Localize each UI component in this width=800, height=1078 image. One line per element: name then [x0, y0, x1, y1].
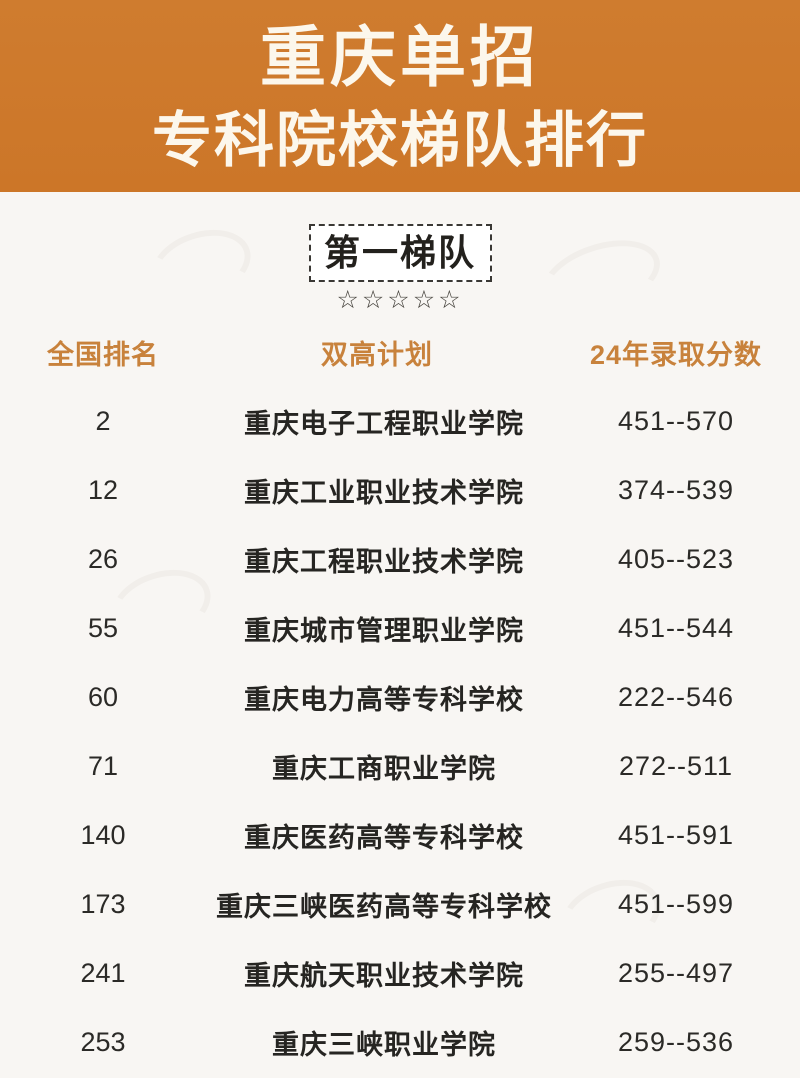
score-cell: 451--544 — [617, 613, 735, 643]
table-row: 60 重庆电力高等专科学校 222--546 — [0, 663, 800, 732]
table-row: 173 重庆三峡医药高等专科学校 451--599 — [0, 870, 800, 939]
table-row: 2 重庆电子工程职业学院 451--570 — [0, 387, 800, 456]
school-cell: 重庆三峡医药高等专科学校 — [216, 892, 552, 922]
school-cell: 重庆工业职业技术学院 — [244, 478, 524, 508]
tier-label-box: 第一梯队 — [308, 224, 492, 282]
score-cell: 272--511 — [618, 751, 734, 781]
school-cell: 重庆三峡职业学院 — [272, 1030, 496, 1060]
column-header-school: 双高计划 — [321, 340, 433, 370]
rank-cell: 12 — [87, 475, 119, 505]
column-header-rank: 全国排名 — [47, 340, 159, 370]
score-cell: 451--591 — [617, 820, 735, 850]
page-title: 重庆单招 — [260, 20, 540, 94]
rank-cell: 241 — [80, 958, 126, 988]
rank-cell: 71 — [87, 751, 119, 781]
school-cell: 重庆电子工程职业学院 — [244, 409, 524, 439]
school-cell: 重庆航天职业技术学院 — [244, 961, 524, 991]
score-cell: 374--539 — [617, 475, 735, 505]
school-cell: 重庆城市管理职业学院 — [244, 616, 524, 646]
table-row: 55 重庆城市管理职业学院 451--544 — [0, 594, 800, 663]
score-cell: 222--546 — [617, 682, 735, 712]
column-header-score: 24年录取分数 — [589, 340, 763, 370]
tier-section: 第一梯队 ☆☆☆☆☆ — [0, 224, 800, 315]
score-cell: 259--536 — [617, 1027, 735, 1057]
page-subtitle: 专科院校梯队排行 — [152, 107, 648, 174]
score-cell: 255--497 — [617, 958, 735, 988]
table-row: 71 重庆工商职业学院 272--511 — [0, 732, 800, 801]
school-cell: 重庆医药高等专科学校 — [244, 823, 524, 853]
table-row: 12 重庆工业职业技术学院 374--539 — [0, 456, 800, 525]
table-row: 26 重庆工程职业技术学院 405--523 — [0, 525, 800, 594]
star-rating-icon: ☆☆☆☆☆ — [336, 286, 464, 314]
score-cell: 451--599 — [617, 889, 735, 919]
score-cell: 405--523 — [617, 544, 735, 574]
ranking-table: 全国排名 双高计划 24年录取分数 2 重庆电子工程职业学院 451--570 … — [0, 318, 800, 1077]
table-header-row: 全国排名 双高计划 24年录取分数 — [0, 318, 800, 387]
header-banner: 重庆单招 专科院校梯队排行 — [0, 0, 800, 192]
rank-cell: 253 — [80, 1027, 126, 1057]
rank-cell: 55 — [87, 613, 119, 643]
school-cell: 重庆工商职业学院 — [272, 754, 496, 784]
rank-cell: 26 — [87, 544, 119, 574]
rank-cell: 60 — [87, 682, 119, 712]
school-cell: 重庆工程职业技术学院 — [244, 547, 524, 577]
rank-cell: 140 — [80, 820, 126, 850]
score-cell: 451--570 — [617, 406, 735, 436]
rank-cell: 2 — [95, 406, 111, 436]
table-row: 140 重庆医药高等专科学校 451--591 — [0, 801, 800, 870]
tier-label: 第一梯队 — [323, 232, 476, 273]
table-row: 241 重庆航天职业技术学院 255--497 — [0, 939, 800, 1008]
rank-cell: 173 — [80, 889, 126, 919]
school-cell: 重庆电力高等专科学校 — [244, 685, 524, 715]
table-row: 253 重庆三峡职业学院 259--536 — [0, 1008, 800, 1077]
